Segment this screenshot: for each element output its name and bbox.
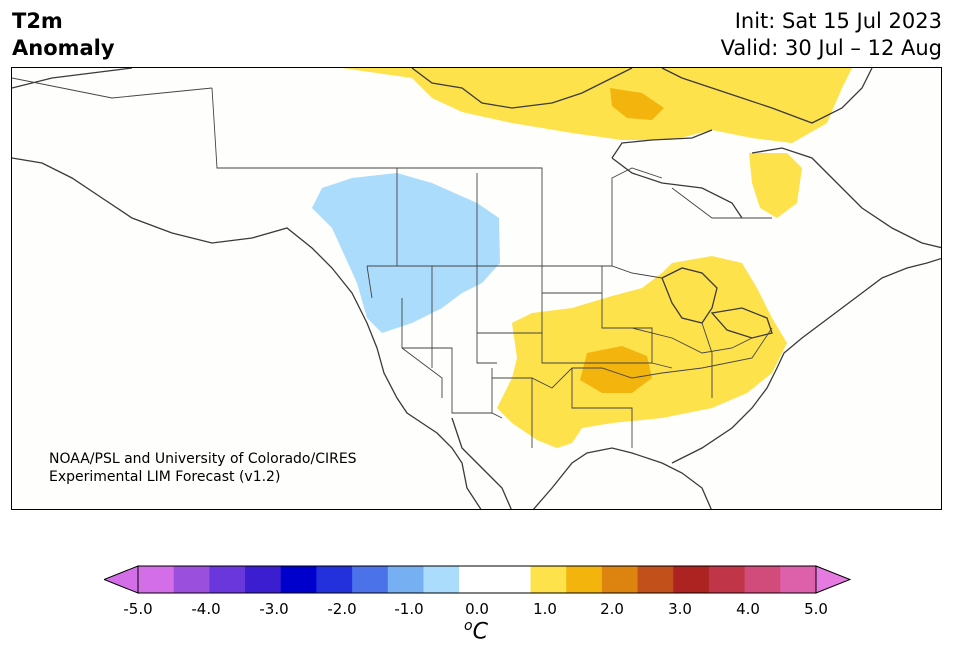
colorbar-cells [138,566,817,593]
unit-letter: C [472,619,488,645]
colorbar-frame [137,565,817,594]
variable-title: T2m [12,9,63,33]
colorbar-cell [637,566,674,593]
coastlines [12,68,941,509]
colorbar-cell [280,566,317,593]
colorbar-cell [245,566,282,593]
colorbar-cell [673,566,710,593]
colorbar-unit-label: oC [464,618,488,644]
colorbar-cell [209,566,246,593]
colorbar-cell [138,566,175,593]
colorbar-ticks: -5.0 -4.0 -3.0 -2.0 -1.0 0.0 1.0 2.0 3.0… [0,600,953,620]
colorbar-cell [316,566,353,593]
date-block: Init: Sat 15 Jul 2023 Valid: 30 Jul – 12… [721,8,942,62]
colorbar-tick: -2.0 [327,600,357,618]
colorbar-tick: -1.0 [394,600,424,618]
colorbar [104,565,851,594]
warm-anomaly-labrador [749,153,802,218]
colorbar-tick: 1.0 [533,600,557,618]
colorbar-cell [566,566,603,593]
colorbar-cell [744,566,781,593]
quantity-title: Anomaly [12,36,115,60]
credit-line-1: NOAA/PSL and University of Colorado/CIRE… [49,451,357,467]
colorbar-tick: -3.0 [259,600,289,618]
colorbar-tick: 0.0 [465,600,489,618]
colorbar-cell [708,566,746,593]
political-borders [12,77,773,448]
map-canvas [12,68,941,509]
warm-anomaly-arctic [342,68,852,143]
init-date: Init: Sat 15 Jul 2023 [734,9,942,33]
cool-anomaly-northwest [312,173,500,333]
colorbar-tick: 3.0 [668,600,692,618]
colorbar-tick: -5.0 [123,600,153,618]
warm-anomaly-central-us [497,256,787,448]
colorbar-tick: 4.0 [736,600,760,618]
colorbar-tick: 2.0 [600,600,624,618]
valid-date: Valid: 30 Jul – 12 Aug [720,36,942,60]
title-block: T2m Anomaly [12,8,115,62]
colorbar-cell [530,566,567,593]
colorbar-tick: -4.0 [191,600,221,618]
colorbar-tick: 5.0 [804,600,828,618]
colorbar-extend-low [104,565,139,594]
strong-warm-anomaly-hudson [610,88,664,120]
anomaly-shading [312,68,852,448]
anomaly-map [11,67,942,510]
colorbar-cell [780,566,817,593]
credit-line-2: Experimental LIM Forecast (v1.2) [49,469,281,485]
colorbar-cell [494,566,532,593]
colorbar-cell [173,566,210,593]
colorbar-cell [423,566,460,593]
colorbar-cell [352,566,389,593]
credit-text: NOAA/PSL and University of Colorado/CIRE… [49,450,357,486]
degree-symbol: o [464,618,473,634]
colorbar-extend-high [815,565,851,594]
colorbar-cell [387,566,424,593]
colorbar-cell [459,566,496,593]
colorbar-cell [601,566,639,593]
strong-warm-anomaly-plains [580,346,652,393]
